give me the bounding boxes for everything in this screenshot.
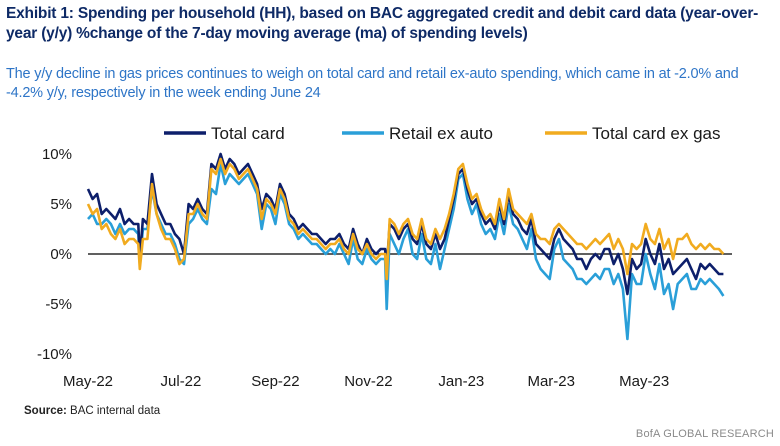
- source-note: Source: BAC internal data: [24, 405, 160, 417]
- exhibit-subtitle: The y/y decline in gas prices continues …: [6, 66, 739, 101]
- x-tick-label: Nov-22: [344, 373, 392, 390]
- brand-footer: BofA GLOBAL RESEARCH: [635, 428, 774, 440]
- x-tick-label: Jan-23: [438, 373, 484, 390]
- x-tick-label: May-23: [619, 373, 669, 390]
- y-tick-label: -10%: [37, 346, 72, 363]
- y-tick-label: 0%: [50, 246, 72, 263]
- series-line-total-card: [86, 152, 724, 296]
- series-line-retail-ex-auto: [87, 162, 725, 341]
- series-line-total-card-ex-gas: [86, 157, 725, 281]
- y-axis: 10% 5% 0% -5% -10%: [37, 146, 72, 363]
- x-tick-label: Mar-23: [527, 373, 575, 390]
- legend-label-retail-ex-auto: Retail ex auto: [389, 124, 493, 143]
- x-axis: May-22 Jul-22 Sep-22 Nov-22 Jan-23 Mar-23 May-…: [63, 373, 669, 390]
- x-tick-label: Jul-22: [161, 373, 202, 390]
- y-tick-label: -5%: [45, 296, 72, 313]
- y-tick-label: 10%: [42, 146, 72, 163]
- x-tick-label: Sep-22: [251, 373, 299, 390]
- series-layer: [86, 152, 725, 341]
- line-chart: Total card Retail ex auto Total card ex …: [37, 124, 732, 390]
- exhibit-title: Exhibit 1: Spending per household (HH), …: [6, 5, 759, 42]
- y-tick-label: 5%: [50, 196, 72, 213]
- source-label: Source:: [24, 405, 67, 417]
- legend: Total card Retail ex auto Total card ex …: [164, 124, 721, 143]
- legend-label-total-card-ex-gas: Total card ex gas: [592, 124, 721, 143]
- source-text: BAC internal data: [70, 405, 161, 417]
- legend-label-total-card: Total card: [211, 124, 285, 143]
- x-tick-label: May-22: [63, 373, 113, 390]
